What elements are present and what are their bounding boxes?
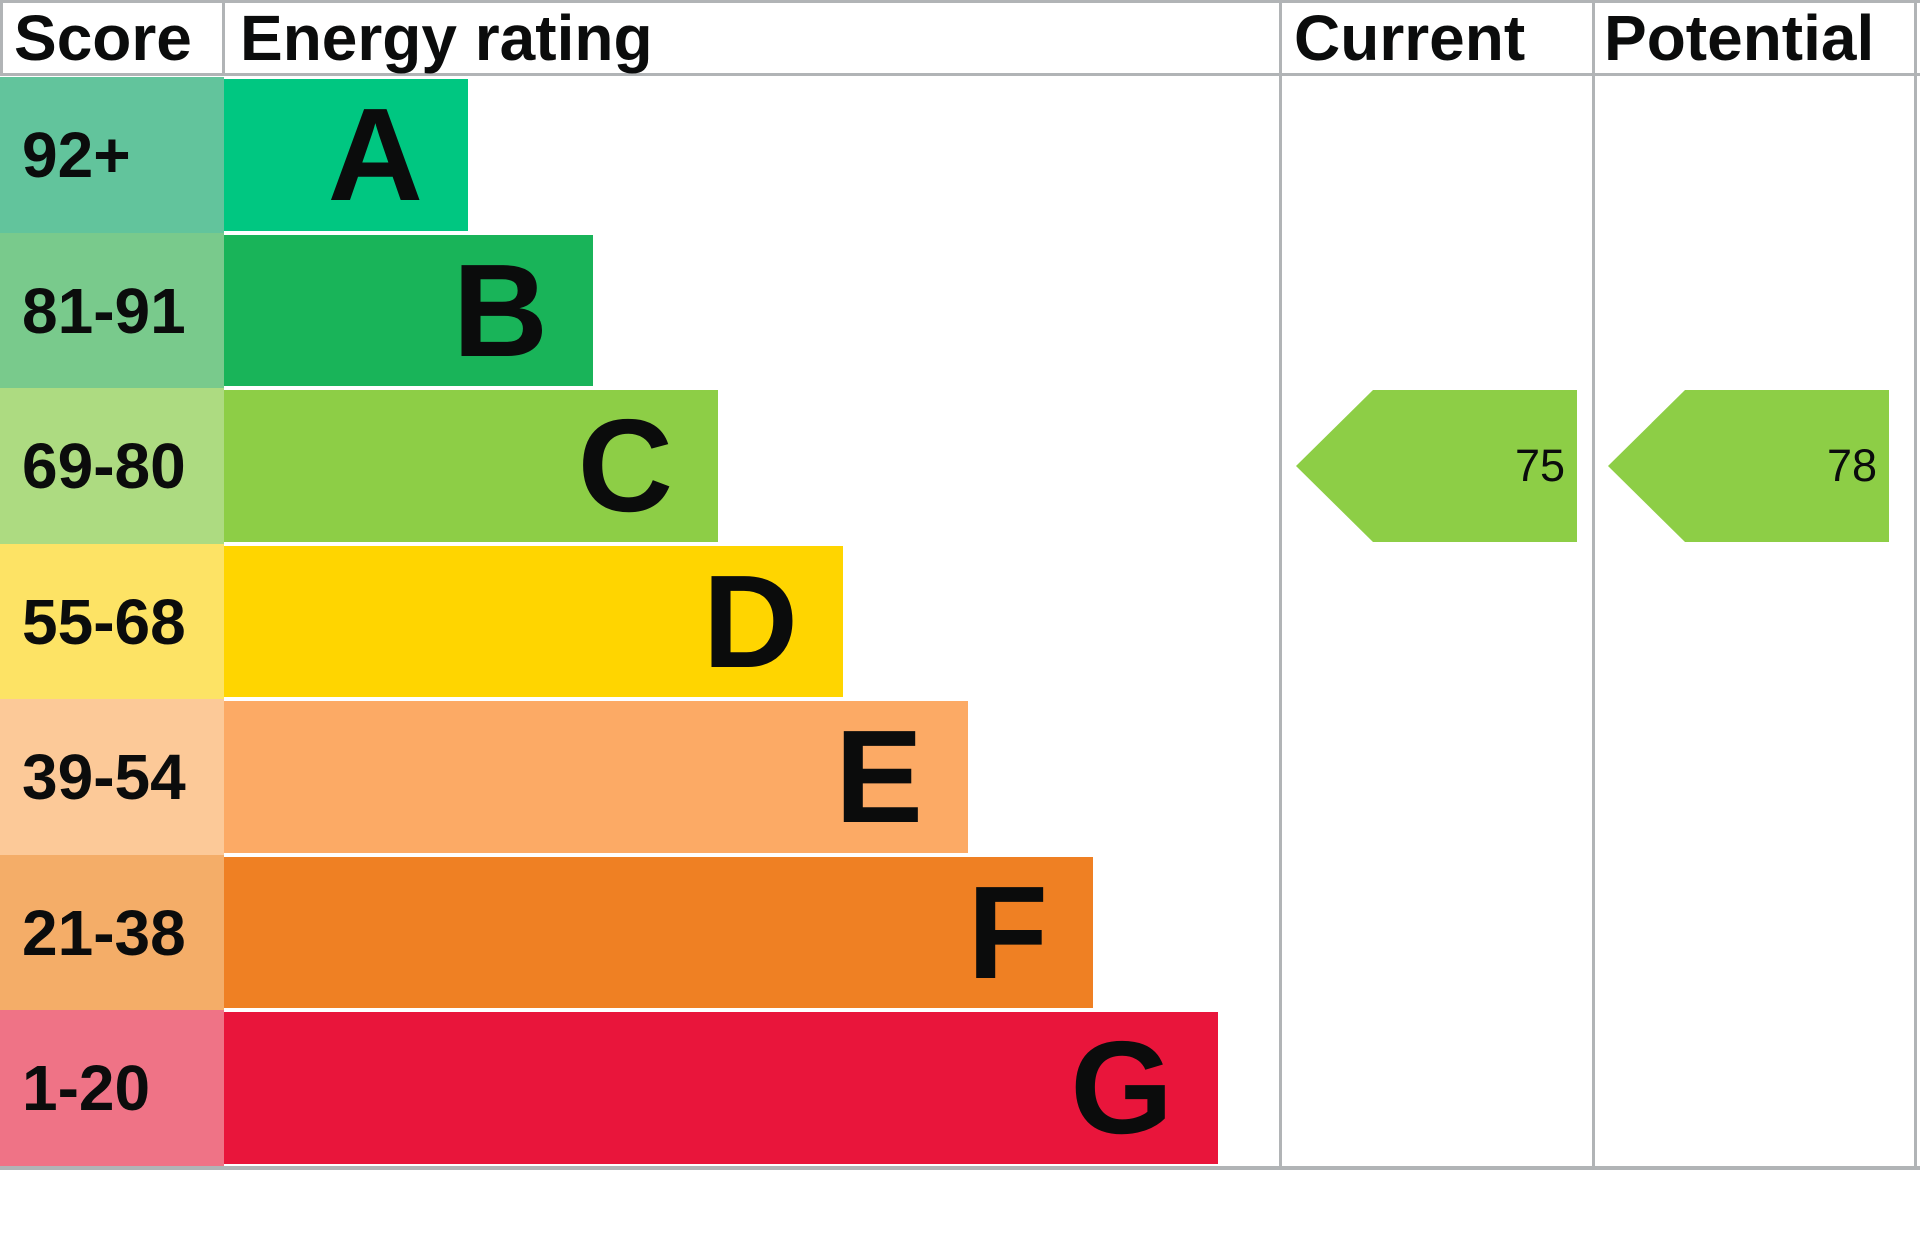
band-bar-b: B — [224, 235, 593, 386]
table-bottom-border — [0, 1166, 1920, 1170]
band-letter: D — [702, 547, 798, 695]
score-cell-a: 92+ — [0, 77, 224, 233]
score-cell-d: 55-68 — [0, 544, 224, 699]
current-column-header: Current — [1294, 2, 1526, 74]
band-row-a: 92+ A — [0, 77, 1920, 233]
table-right-border — [1914, 0, 1917, 1170]
score-cell-g: 1-20 — [0, 1010, 224, 1166]
band-letter: C — [577, 392, 673, 539]
header-bottom-border — [0, 73, 1920, 76]
score-column-header: Score — [14, 2, 192, 74]
score-range-label: 92+ — [22, 119, 131, 191]
band-bar-c: C — [224, 390, 718, 542]
band-letter: B — [452, 236, 548, 384]
score-range-label: 39-54 — [22, 741, 186, 813]
score-range-label: 69-80 — [22, 430, 186, 502]
band-row-f: 21-38 F — [0, 855, 1920, 1010]
band-row-d: 55-68 D — [0, 544, 1920, 699]
score-range-label: 21-38 — [22, 896, 186, 969]
potential-column-border — [1592, 0, 1595, 1170]
score-cell-c: 69-80 — [0, 388, 224, 544]
score-column-border — [222, 0, 225, 76]
band-letter: F — [967, 858, 1048, 1006]
score-range-label: 1-20 — [22, 1052, 151, 1124]
band-row-b: 81-91 B — [0, 233, 1920, 388]
table-top-border — [0, 0, 1920, 3]
header-left-border — [0, 0, 3, 76]
band-row-g: 1-20 G — [0, 1010, 1920, 1166]
score-range-label: 81-91 — [22, 274, 186, 347]
score-cell-f: 21-38 — [0, 855, 224, 1010]
band-bar-f: F — [224, 857, 1093, 1008]
band-letter: A — [327, 81, 423, 228]
potential-rating-value: 78 — [1826, 440, 1877, 491]
energy-rating-column-header: Energy rating — [240, 2, 653, 74]
potential-column-header: Potential — [1604, 2, 1875, 74]
band-bar-g: G — [224, 1012, 1218, 1164]
band-bar-a: A — [224, 79, 468, 231]
band-letter: E — [834, 703, 923, 850]
band-bar-e: E — [224, 701, 968, 853]
current-column-border — [1279, 0, 1282, 1170]
score-cell-e: 39-54 — [0, 699, 224, 855]
score-cell-b: 81-91 — [0, 233, 224, 388]
band-row-c: 69-80 C — [0, 388, 1920, 544]
band-letter: G — [1070, 1014, 1173, 1161]
score-range-label: 55-68 — [22, 585, 186, 658]
band-row-e: 39-54 E — [0, 699, 1920, 855]
band-bar-d: D — [224, 546, 843, 697]
current-rating-value: 75 — [1514, 440, 1565, 491]
